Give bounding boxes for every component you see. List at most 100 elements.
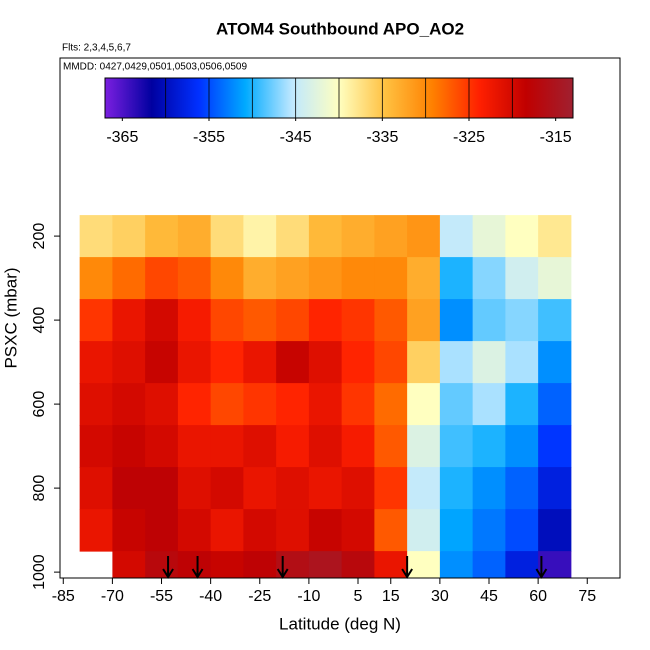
cell	[210, 341, 244, 384]
cell	[79, 425, 113, 468]
cell	[505, 551, 539, 578]
cell	[210, 509, 244, 552]
cell	[243, 383, 277, 426]
cell	[112, 509, 146, 552]
cell	[243, 299, 277, 342]
cell	[308, 341, 343, 384]
cell	[505, 257, 539, 300]
cell	[439, 551, 474, 578]
sounding-arrow	[535, 556, 548, 579]
cell	[505, 509, 539, 552]
x-tick-label: -10	[297, 588, 320, 605]
cell	[177, 257, 212, 300]
cell	[145, 383, 179, 426]
cell	[177, 425, 212, 468]
subtitle: Flts: 2,3,4,5,6,7	[62, 43, 131, 54]
cell	[112, 425, 146, 468]
cell	[505, 341, 539, 384]
y-axis-label: PSXC (mbar)	[1, 267, 20, 368]
cell	[112, 551, 146, 578]
cell	[439, 257, 474, 300]
cell	[308, 383, 343, 426]
cell	[308, 509, 343, 552]
x-tick-label: -70	[101, 588, 124, 605]
colorbar-tick-label: -315	[540, 129, 572, 146]
sounding-arrow	[276, 556, 289, 579]
x-axis-label: Latitude (deg N)	[279, 614, 401, 633]
cell	[341, 299, 375, 342]
cell	[112, 257, 146, 300]
cell	[472, 257, 506, 300]
cell	[374, 383, 408, 426]
cell	[308, 425, 343, 468]
x-tick-label: 75	[578, 588, 596, 605]
cell	[308, 551, 343, 578]
cell	[341, 425, 375, 468]
x-tick-label: 15	[382, 588, 400, 605]
cell	[439, 215, 474, 258]
cell	[177, 383, 212, 426]
x-tick-label: 60	[529, 588, 547, 605]
cell	[505, 383, 539, 426]
cell	[243, 509, 277, 552]
cell	[538, 341, 572, 384]
cell	[407, 341, 441, 384]
cell	[308, 467, 343, 510]
cell	[276, 341, 310, 384]
curtain	[79, 215, 572, 578]
cell	[439, 467, 474, 510]
cell	[439, 509, 474, 552]
arrow-head	[191, 568, 204, 579]
cell	[276, 383, 310, 426]
cell	[538, 425, 572, 468]
cell	[210, 299, 244, 342]
cell	[538, 467, 572, 510]
cell	[341, 509, 375, 552]
cell	[538, 299, 572, 342]
cell	[276, 425, 310, 468]
cell	[243, 551, 277, 578]
x-tick-label: -40	[199, 588, 222, 605]
cell	[374, 299, 408, 342]
colorbar-tick-label: -335	[366, 129, 398, 146]
colorbar-tick-label: -355	[193, 129, 225, 146]
cell	[439, 425, 474, 468]
cell	[145, 425, 179, 468]
x-tick-label: -55	[150, 588, 173, 605]
y-tick-label: 800	[31, 475, 48, 502]
colorbar-tick-label: -325	[453, 129, 485, 146]
cell	[374, 551, 408, 578]
cell	[407, 383, 441, 426]
cell	[243, 425, 277, 468]
cell	[341, 467, 375, 510]
x-tick-label: 45	[480, 588, 498, 605]
cell	[439, 299, 474, 342]
y-tick-label: 1000	[31, 554, 48, 590]
cell	[112, 383, 146, 426]
colorbar-tick-label: -345	[280, 129, 312, 146]
cell	[145, 551, 179, 578]
cell	[145, 299, 179, 342]
cell	[538, 257, 572, 300]
cell	[177, 467, 212, 510]
cell	[538, 509, 572, 552]
cell	[276, 257, 310, 300]
cell	[79, 341, 113, 384]
cell	[276, 299, 310, 342]
cell	[341, 215, 375, 258]
cell	[407, 467, 441, 510]
cell	[505, 215, 539, 258]
cell	[79, 257, 113, 300]
cell	[374, 257, 408, 300]
y-tick-label: 200	[31, 223, 48, 250]
cell	[505, 299, 539, 342]
chart-title: ATOM4 Southbound APO_AO2	[216, 19, 464, 38]
cell	[79, 299, 113, 342]
cell	[374, 341, 408, 384]
cell	[243, 341, 277, 384]
cell	[308, 215, 343, 258]
cell	[472, 551, 506, 578]
cell	[374, 509, 408, 552]
cell	[472, 215, 506, 258]
